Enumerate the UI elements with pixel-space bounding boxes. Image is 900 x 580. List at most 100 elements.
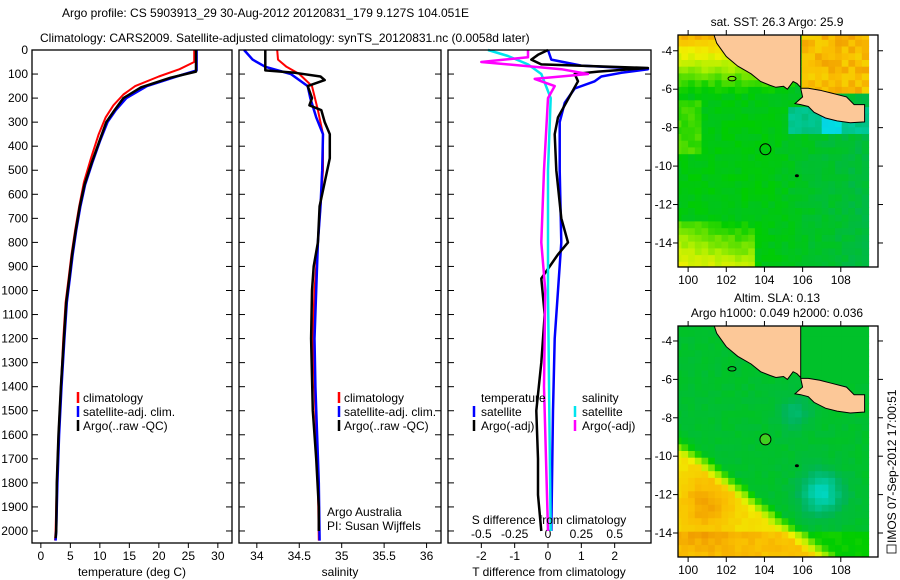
map-cell xyxy=(801,214,809,222)
map-cell xyxy=(828,410,836,418)
map-cell xyxy=(808,187,816,195)
map-cell xyxy=(701,261,709,267)
map-cell xyxy=(788,99,796,108)
map-cell xyxy=(855,376,863,384)
y-tick-label: 600 xyxy=(8,187,28,201)
map-cell xyxy=(694,99,703,108)
map-cell xyxy=(714,369,723,378)
map-cell xyxy=(781,437,789,445)
map-cell xyxy=(748,477,756,485)
map-cell xyxy=(795,113,803,121)
legend-label: Argo(..raw -QC) xyxy=(344,419,429,433)
map-cell xyxy=(774,214,783,222)
lat-tick-label: -4 xyxy=(661,44,672,58)
map-cell xyxy=(741,443,749,451)
map-cell xyxy=(774,234,783,242)
map-cell xyxy=(855,220,863,229)
map-cell xyxy=(694,167,703,175)
map-cell xyxy=(808,504,816,512)
map-cell xyxy=(768,241,776,249)
map-cell xyxy=(708,504,716,512)
map-cell xyxy=(681,316,688,323)
map-cell xyxy=(754,376,763,384)
map-cell xyxy=(801,336,809,344)
map-cell xyxy=(828,342,836,351)
map-cell xyxy=(855,510,863,519)
map-cell xyxy=(808,146,816,155)
map-cell xyxy=(828,35,836,40)
map-cell xyxy=(701,376,709,384)
salinity-panel: 34 34.5 35 35.5 36 xyxy=(238,49,442,563)
map-cell xyxy=(781,423,789,431)
map-cell xyxy=(774,247,783,256)
map-cell xyxy=(678,389,683,398)
map-cell xyxy=(721,457,729,465)
map-cell xyxy=(694,376,703,384)
map-cell xyxy=(841,200,849,208)
map-cell xyxy=(795,153,803,161)
map-cell xyxy=(728,79,736,87)
map-cell xyxy=(795,524,803,532)
map-cell xyxy=(835,369,843,378)
map-cell xyxy=(734,133,743,141)
map-cell xyxy=(748,86,756,94)
x-tick-label: -2 xyxy=(476,549,487,563)
map-cell xyxy=(774,261,783,267)
map-cell xyxy=(808,537,816,546)
map-cell xyxy=(801,450,809,458)
map-cell xyxy=(694,437,703,445)
map-cell xyxy=(754,389,763,398)
map-cell xyxy=(861,416,870,425)
map-cell xyxy=(681,167,689,175)
map-cell xyxy=(815,477,823,485)
map-cell xyxy=(768,403,776,411)
map-cell xyxy=(801,160,809,168)
map-cell xyxy=(754,160,763,168)
map-cell xyxy=(861,113,870,121)
map-cell xyxy=(774,133,783,141)
map-cell xyxy=(781,220,789,229)
map-cell xyxy=(855,133,863,141)
map-cell xyxy=(761,220,769,229)
map-cell xyxy=(714,99,723,108)
map-cell xyxy=(828,120,836,128)
map-cell xyxy=(815,363,823,371)
map-cell xyxy=(708,437,716,445)
map-cell xyxy=(714,207,723,215)
map-cell xyxy=(835,261,843,267)
x-tick-label: 5 xyxy=(67,549,74,563)
map-cell xyxy=(678,146,683,155)
map-cell xyxy=(734,140,743,148)
map-cell xyxy=(721,423,729,431)
map-cell xyxy=(788,470,796,478)
map-cell xyxy=(708,443,716,451)
map-cell xyxy=(801,247,809,256)
map-cell xyxy=(781,537,789,546)
map-cell xyxy=(861,369,870,378)
map-cell xyxy=(835,457,843,465)
legend-label: climatology xyxy=(83,391,143,405)
map-cell xyxy=(701,457,709,465)
map-cell xyxy=(708,470,716,478)
map-cell xyxy=(815,356,823,364)
map-cell xyxy=(768,173,776,182)
map-cell xyxy=(741,79,749,87)
map-cell xyxy=(781,207,789,215)
map-cell xyxy=(768,537,776,546)
salinity-legend: climatology satellite-adj. clim. Argo(..… xyxy=(327,391,436,533)
map-cell xyxy=(681,79,689,87)
map-cell xyxy=(721,369,729,378)
map-cell xyxy=(861,336,870,344)
map-cell xyxy=(681,120,689,128)
map-cell xyxy=(768,180,776,188)
map-cell xyxy=(801,140,809,148)
map-cell xyxy=(701,126,709,134)
map-cell xyxy=(828,146,836,155)
map-cell xyxy=(815,59,823,67)
map-cell xyxy=(688,517,696,525)
series-s-argo-adj- xyxy=(480,50,590,532)
difference-legend: temperature salinity satellite Argo(-adj… xyxy=(472,391,635,433)
map-cell xyxy=(694,254,703,262)
map-cell xyxy=(681,544,689,552)
map-cell xyxy=(808,241,816,249)
